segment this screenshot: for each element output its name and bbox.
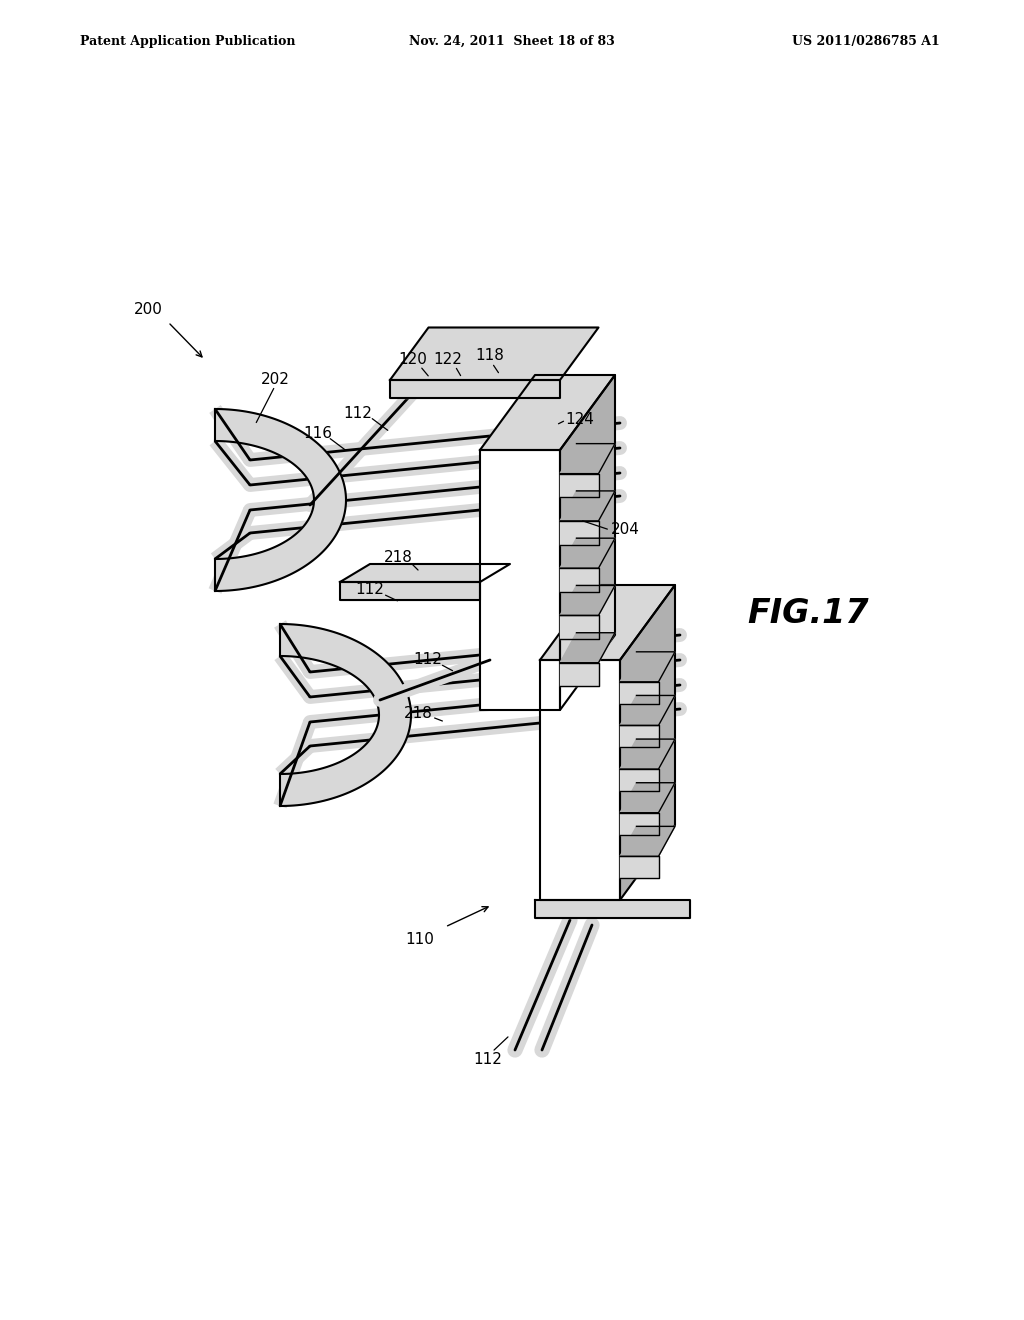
Text: 122: 122: [433, 352, 463, 367]
Polygon shape: [620, 813, 658, 834]
Text: 116: 116: [303, 426, 333, 441]
Text: 110: 110: [406, 932, 434, 948]
Polygon shape: [560, 521, 598, 545]
Polygon shape: [340, 564, 510, 582]
Polygon shape: [620, 682, 658, 704]
Text: 202: 202: [260, 372, 290, 388]
Text: 112: 112: [355, 582, 384, 598]
Text: US 2011/0286785 A1: US 2011/0286785 A1: [793, 36, 940, 48]
Polygon shape: [390, 327, 598, 380]
Polygon shape: [620, 770, 658, 791]
Polygon shape: [620, 726, 658, 747]
Polygon shape: [620, 696, 675, 726]
Polygon shape: [560, 586, 615, 615]
Polygon shape: [540, 585, 675, 660]
Polygon shape: [560, 632, 615, 663]
Polygon shape: [620, 652, 675, 682]
Text: Patent Application Publication: Patent Application Publication: [80, 36, 296, 48]
Text: 218: 218: [384, 550, 413, 565]
Polygon shape: [480, 450, 560, 710]
Polygon shape: [560, 444, 615, 474]
Polygon shape: [620, 857, 658, 878]
Text: 204: 204: [610, 523, 639, 537]
Polygon shape: [280, 624, 411, 807]
Text: Nov. 24, 2011  Sheet 18 of 83: Nov. 24, 2011 Sheet 18 of 83: [410, 36, 614, 48]
Polygon shape: [390, 380, 560, 399]
Text: 112: 112: [414, 652, 442, 668]
Polygon shape: [560, 539, 615, 568]
Polygon shape: [620, 783, 675, 813]
Text: 124: 124: [565, 412, 595, 428]
Text: 218: 218: [403, 706, 432, 722]
Polygon shape: [535, 900, 690, 917]
Polygon shape: [540, 660, 620, 900]
Text: FIG.17: FIG.17: [748, 597, 869, 630]
Text: 112: 112: [344, 407, 373, 421]
Polygon shape: [560, 663, 598, 686]
Text: 200: 200: [133, 302, 163, 318]
Text: 112: 112: [473, 1052, 503, 1068]
Polygon shape: [215, 409, 346, 591]
Text: 118: 118: [475, 348, 505, 363]
Polygon shape: [560, 375, 615, 710]
Polygon shape: [560, 568, 598, 591]
Polygon shape: [560, 474, 598, 498]
Polygon shape: [340, 582, 480, 601]
Polygon shape: [560, 491, 615, 521]
Text: 120: 120: [398, 352, 427, 367]
Polygon shape: [620, 826, 675, 857]
Polygon shape: [480, 375, 615, 450]
Polygon shape: [560, 615, 598, 639]
Polygon shape: [620, 739, 675, 770]
Polygon shape: [620, 585, 675, 900]
